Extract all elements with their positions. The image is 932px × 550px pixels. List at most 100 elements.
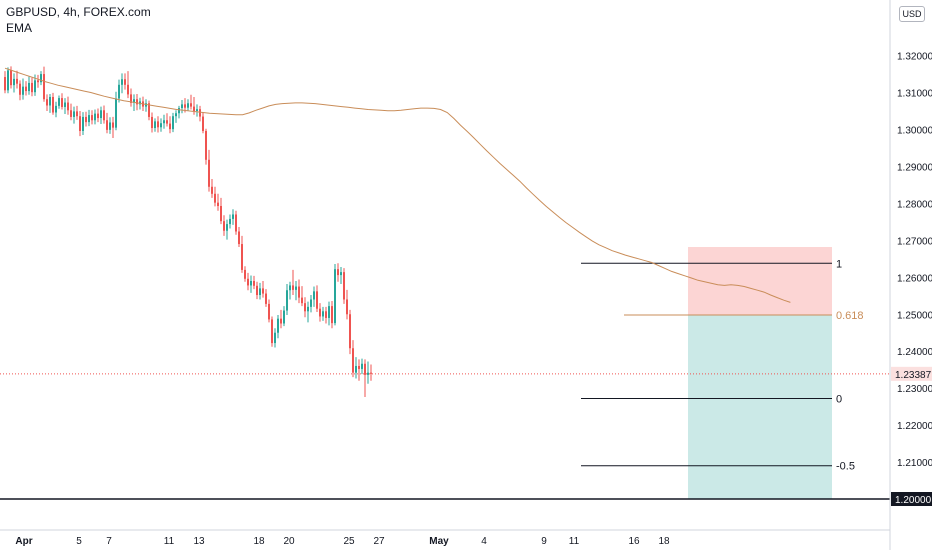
candle-body [355, 365, 357, 373]
y-tick-label: 1.21000 [897, 458, 932, 469]
candle-body [118, 84, 120, 99]
candle-body [64, 102, 66, 107]
horizontal-line-label: 1.20000 [895, 495, 932, 506]
candle-body [151, 116, 153, 129]
fib-level-label: 1 [836, 258, 842, 270]
y-tick-label: 1.25000 [897, 310, 932, 321]
candle-body [268, 303, 270, 320]
candle-body [361, 363, 363, 369]
x-tick-label: 5 [76, 536, 82, 547]
candle-body [121, 79, 123, 85]
candle-body [46, 99, 48, 106]
candle-body [4, 77, 6, 91]
candle-body [343, 272, 345, 300]
candle-body [307, 306, 309, 312]
candle-body [214, 193, 216, 203]
candle-body [130, 94, 132, 103]
candle-body [127, 84, 129, 95]
x-tick-label: 9 [541, 536, 547, 547]
candle-body [148, 103, 150, 117]
candle-body [91, 115, 93, 121]
candle-body [238, 231, 240, 245]
fib-level-label: -0.5 [836, 461, 855, 473]
x-tick-label: Apr [15, 536, 32, 547]
candle-body [106, 120, 108, 130]
candle-body [166, 120, 168, 124]
currency-badge[interactable]: USD [899, 6, 925, 22]
candle-body [52, 96, 54, 113]
candle-body [163, 120, 165, 124]
candle-body [253, 280, 255, 286]
price-axis[interactable]: 1.32000 1.31000 1.30000 1.29000 1.28000 1.270… [889, 0, 932, 550]
ema-series [4, 67, 791, 303]
x-tick-label: 11 [164, 536, 175, 547]
candle-body [103, 110, 105, 121]
candle-body [187, 103, 189, 108]
candle-body [298, 286, 300, 298]
candle-body [259, 288, 261, 296]
candle-body [82, 116, 84, 131]
y-tick-label: 1.30000 [897, 126, 932, 137]
candle-body [25, 86, 27, 92]
candle-body [190, 103, 192, 107]
candle-body [169, 123, 171, 130]
candle-body [175, 113, 177, 117]
take-profit-zone [688, 314, 832, 499]
candle-body [28, 82, 30, 92]
current-price-tag [891, 366, 932, 381]
current-price-label: 1.23387 [895, 370, 932, 381]
candle-body [352, 348, 354, 373]
candle-body [85, 116, 87, 123]
ema-line [4, 67, 791, 303]
candle-body [49, 96, 51, 106]
y-tick-label: 1.26000 [897, 273, 932, 284]
candle-body [43, 74, 45, 100]
candle-body [331, 306, 333, 324]
candle-body [328, 306, 330, 318]
candle-body [61, 98, 63, 107]
fib-level-label: 0.618 [836, 310, 864, 322]
candle-body [223, 221, 225, 231]
candle-body [316, 291, 318, 309]
x-tick-label: 13 [193, 536, 205, 547]
candle-body [370, 372, 372, 374]
candle-body [277, 318, 279, 333]
x-tick-label: 25 [343, 536, 355, 547]
candle-body [109, 122, 111, 130]
candle-body [232, 214, 234, 219]
fibonacci-levels[interactable]: 1 0.618 0 -0.5 [581, 258, 864, 473]
y-tick-label: 1.28000 [897, 199, 932, 210]
long-position-tool[interactable] [688, 247, 832, 499]
candle-body [247, 278, 249, 286]
candle-body [154, 121, 156, 129]
candle-body [160, 123, 162, 128]
price-lines [0, 373, 890, 500]
candle-body [256, 285, 258, 296]
candle-body [16, 78, 18, 84]
candle-body [22, 86, 24, 95]
candle-body [112, 122, 114, 128]
candle-body [280, 318, 282, 324]
y-tick-label: 1.32000 [897, 52, 932, 63]
stop-loss-zone [688, 247, 832, 315]
candle-body [73, 111, 75, 117]
candle-body [367, 372, 369, 375]
fib-level-label: 0 [836, 393, 842, 405]
candle-body [211, 186, 213, 194]
candle-body [79, 116, 81, 131]
candle-body [346, 299, 348, 315]
time-axis[interactable]: Apr 5 7 11 13 18 20 25 27 May 4 9 11 16 18 [0, 529, 890, 547]
candle-body [274, 332, 276, 344]
candle-body [172, 116, 174, 130]
symbol-title[interactable]: GBPUSD, 4h, FOREX.com [6, 5, 151, 19]
candle-body [217, 202, 219, 206]
indicator-legend-ema[interactable]: EMA [6, 21, 33, 35]
candle-body [349, 314, 351, 349]
candle-body [157, 121, 159, 128]
candle-body [322, 311, 324, 317]
candle-body [193, 106, 195, 112]
y-tick-label: 1.29000 [897, 162, 932, 173]
x-tick-label: 18 [658, 536, 670, 547]
candle-body [289, 285, 291, 291]
